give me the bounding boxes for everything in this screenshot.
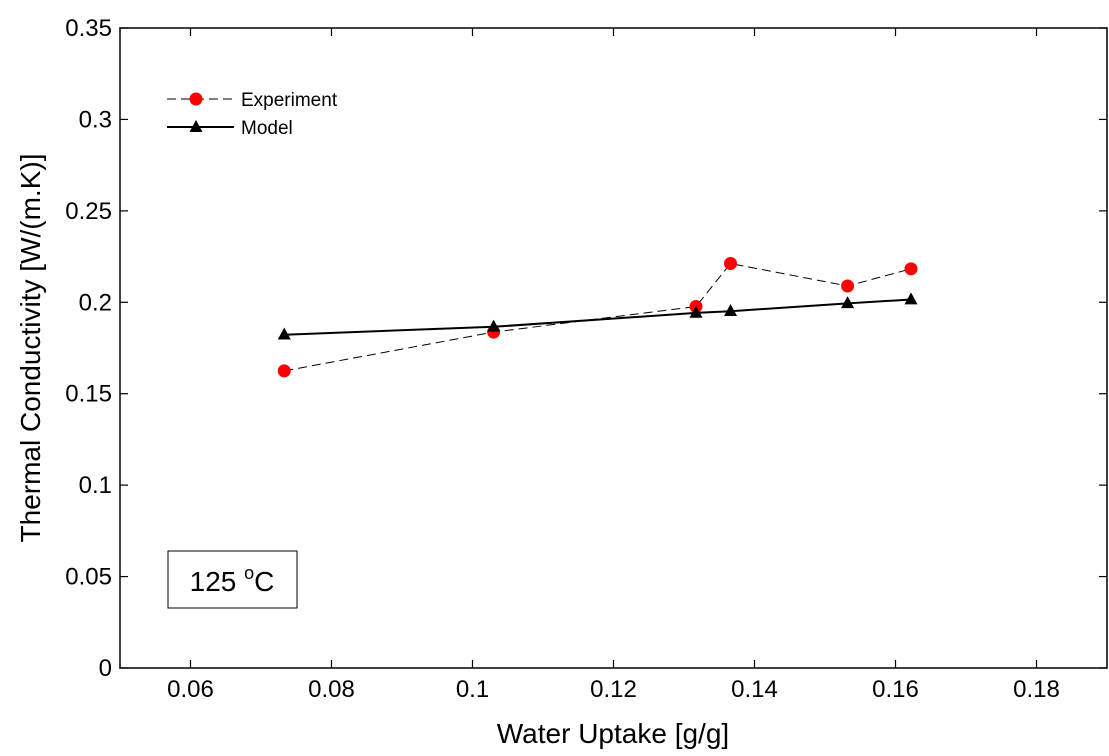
data-point-model [841,296,855,309]
legend-experiment-marker [189,92,203,106]
data-point-model [689,305,703,318]
data-point-model [904,292,918,305]
x-tick-label: 0.18 [1013,676,1060,703]
x-tick-label: 0.1 [456,676,489,703]
y-tick-label: 0.35 [65,15,112,42]
x-tick-label: 0.16 [872,676,919,703]
data-point-experiment [277,364,291,378]
x-tick-label: 0.12 [590,676,637,703]
annotation-unit: C [254,566,274,597]
y-axis-ticks: 0 0.05 0.1 0.15 0.2 0.25 0.3 0.35 [65,15,1107,682]
y-tick-label: 0.3 [79,106,112,133]
y-axis-title: Thermal Conductivity [W/(m.K)] [15,154,46,543]
series-line-model [284,298,912,336]
data-point-model [724,304,738,317]
legend-experiment-label: Experiment [241,90,338,111]
y-tick-label: 0.1 [79,472,112,499]
y-tick-label: 0 [99,655,112,682]
x-axis-title: Water Uptake [g/g] [497,718,729,749]
x-tick-label: 0.06 [167,676,214,703]
x-axis-ticks: 0.06 0.08 0.1 0.12 0.14 0.16 0.18 [167,28,1060,703]
data-point-experiment [904,262,918,276]
annotation-degree: o [244,563,254,583]
x-tick-label: 0.08 [308,676,355,703]
x-tick-label: 0.14 [731,676,778,703]
y-tick-label: 0.15 [65,381,112,408]
data-point-model [277,327,291,340]
series-line-experiment [284,262,912,372]
data-point-model [487,319,501,332]
legend-model-label: Model [241,118,293,139]
annotation-box [167,550,298,609]
data-point-experiment [841,279,855,293]
legend: Experiment Model [167,90,338,139]
annotation-value: 125 [190,566,245,597]
data-point-experiment [724,257,738,271]
y-tick-label: 0.05 [65,564,112,591]
y-tick-label: 0.2 [79,289,112,316]
y-tick-label: 0.25 [65,198,112,225]
temperature-annotation: 125 oC [167,550,298,609]
series-layer [277,257,918,378]
legend-model-marker [189,120,203,132]
annotation-text: 125 oC [190,563,275,597]
